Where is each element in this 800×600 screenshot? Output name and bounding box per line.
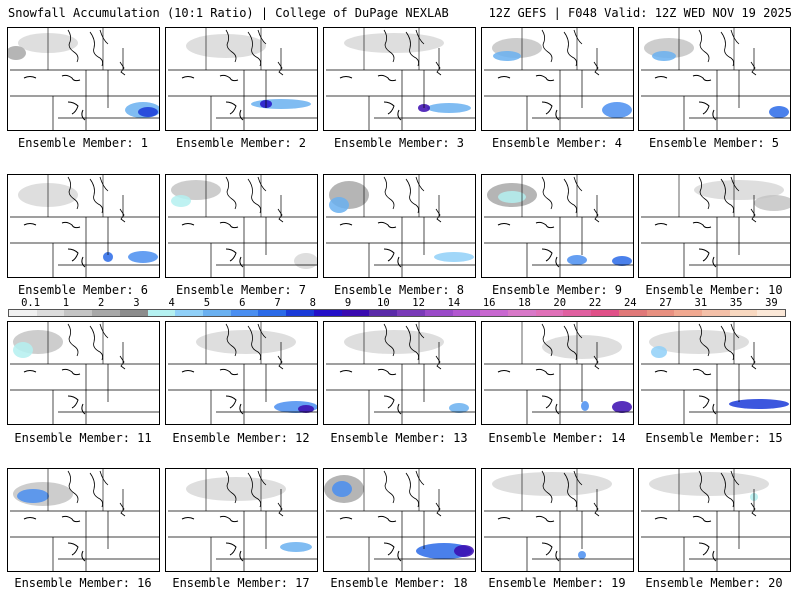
colorbar-swatch: [452, 310, 481, 316]
ensemble-member-map: [481, 174, 634, 278]
colorbar-swatch: [701, 310, 730, 316]
ensemble-member-map: [7, 27, 160, 131]
colorbar-tick-label: 9: [344, 297, 352, 309]
colorbar-swatch: [674, 310, 702, 316]
colorbar-swatch: [313, 310, 342, 316]
ensemble-member-label: Ensemble Member: 19: [488, 576, 626, 590]
ensemble-member-label: Ensemble Member: 15: [645, 431, 783, 445]
colorbar-swatch: [64, 310, 93, 316]
map-title: Snowfall Accumulation (10:1 Ratio) | Col…: [8, 6, 449, 20]
colorbar-tick-label: 16: [482, 297, 496, 309]
colorbar-swatch: [36, 310, 65, 316]
colorbar-tick-label: 7: [274, 297, 281, 309]
colorbar-swatch: [563, 310, 592, 316]
colorbar-swatch: [230, 310, 259, 316]
ensemble-member-map: [638, 468, 791, 572]
ensemble-member-map: [7, 174, 160, 278]
colorbar-tick-label: 4: [168, 297, 175, 309]
ensemble-member-label: Ensemble Member: 14: [488, 431, 626, 445]
ensemble-member-label: Ensemble Member: 1: [17, 136, 149, 150]
colorbar-swatch: [147, 310, 176, 316]
colorbar-swatch: [258, 310, 287, 316]
colorbar-tick-label: 22: [588, 297, 602, 309]
colorbar-swatch: [9, 310, 37, 316]
ensemble-member-map: [165, 27, 318, 131]
colorbar-swatch: [729, 310, 758, 316]
colorbar-swatch: [341, 310, 370, 316]
ensemble-member-label: Ensemble Member: 18: [330, 576, 468, 590]
colorbar-swatch: [424, 310, 453, 316]
colorbar-swatch: [92, 310, 120, 316]
ensemble-member-label: Ensemble Member: 11: [14, 431, 152, 445]
ensemble-member-label: Ensemble Member: 20: [645, 576, 783, 590]
ensemble-member-label: Ensemble Member: 5: [648, 136, 780, 150]
ensemble-member-map: [323, 174, 476, 278]
colorbar-tick-label: 3: [133, 297, 140, 309]
ensemble-member-map: [323, 27, 476, 131]
ensemble-member-map: [638, 321, 791, 425]
colorbar-swatch: [507, 310, 536, 316]
colorbar-tick-label: 27: [659, 297, 672, 309]
colorbar-swatch: [591, 310, 619, 316]
ensemble-member-map: [165, 321, 318, 425]
ensemble-member-label: Ensemble Member: 10: [645, 283, 783, 297]
ensemble-member-label: Ensemble Member: 16: [14, 576, 152, 590]
colorbar-labels: 0.1 1 2 3 4 5 6 7 8 9 10 12 14 16 18 20 22 24 27 31 35 39: [8, 297, 786, 309]
ensemble-member-label: Ensemble Member: 2: [175, 136, 307, 150]
ensemble-member-map: [165, 174, 318, 278]
colorbar-tick-label: 35: [729, 297, 743, 309]
colorbar-swatch: [397, 310, 425, 316]
ensemble-member-label: Ensemble Member: 6: [17, 283, 149, 297]
colorbar-swatch: [646, 310, 675, 316]
ensemble-member-map: [165, 468, 318, 572]
ensemble-member-map: [323, 321, 476, 425]
ensemble-member-label: Ensemble Member: 17: [172, 576, 310, 590]
colorbar-tick-label: 39: [765, 297, 778, 309]
colorbar-swatch: [119, 310, 148, 316]
ensemble-member-map: [481, 27, 634, 131]
colorbar-tick-label: 0.1: [21, 297, 41, 309]
colorbar-tick-label: 12: [412, 297, 425, 309]
colorbar-tick-label: 2: [97, 297, 105, 309]
ensemble-member-map: [481, 321, 634, 425]
colorbar-swatch: [480, 310, 508, 316]
ensemble-member-label: Ensemble Member: 12: [172, 431, 310, 445]
colorbar-swatch: [286, 310, 314, 316]
colorbar-tick-label: 18: [518, 297, 531, 309]
colorbar: [8, 309, 786, 317]
ensemble-member-map: [481, 468, 634, 572]
colorbar-swatch: [369, 310, 398, 316]
colorbar-swatch: [757, 310, 786, 316]
ensemble-member-label: Ensemble Member: 8: [333, 283, 465, 297]
colorbar-tick-label: 5: [203, 297, 211, 309]
colorbar-tick-label: 14: [447, 297, 461, 309]
ensemble-member-label: Ensemble Member: 4: [491, 136, 623, 150]
ensemble-member-label: Ensemble Member: 13: [330, 431, 468, 445]
ensemble-member-map: [7, 468, 160, 572]
colorbar-tick-label: 31: [694, 297, 708, 309]
ensemble-member-map: [638, 174, 791, 278]
ensemble-member-label: Ensemble Member: 3: [333, 136, 465, 150]
colorbar-swatch: [175, 310, 204, 316]
colorbar-swatch: [203, 310, 231, 316]
run-info: 12Z GEFS | F048 Valid: 12Z WED NOV 19 20…: [488, 6, 792, 20]
colorbar-tick-label: 10: [377, 297, 390, 309]
colorbar-swatch: [618, 310, 647, 316]
ensemble-member-label: Ensemble Member: 7: [175, 283, 307, 297]
ensemble-member-map: [323, 468, 476, 572]
colorbar-tick-label: 24: [623, 297, 637, 309]
ensemble-member-label: Ensemble Member: 9: [491, 283, 623, 297]
colorbar-swatch: [535, 310, 564, 316]
colorbar-tick-label: 8: [309, 297, 316, 309]
ensemble-member-map: [7, 321, 160, 425]
ensemble-member-map: [638, 27, 791, 131]
colorbar-tick-label: 20: [553, 297, 567, 309]
colorbar-tick-label: 1: [62, 297, 70, 309]
colorbar-tick-label: 6: [239, 297, 246, 309]
